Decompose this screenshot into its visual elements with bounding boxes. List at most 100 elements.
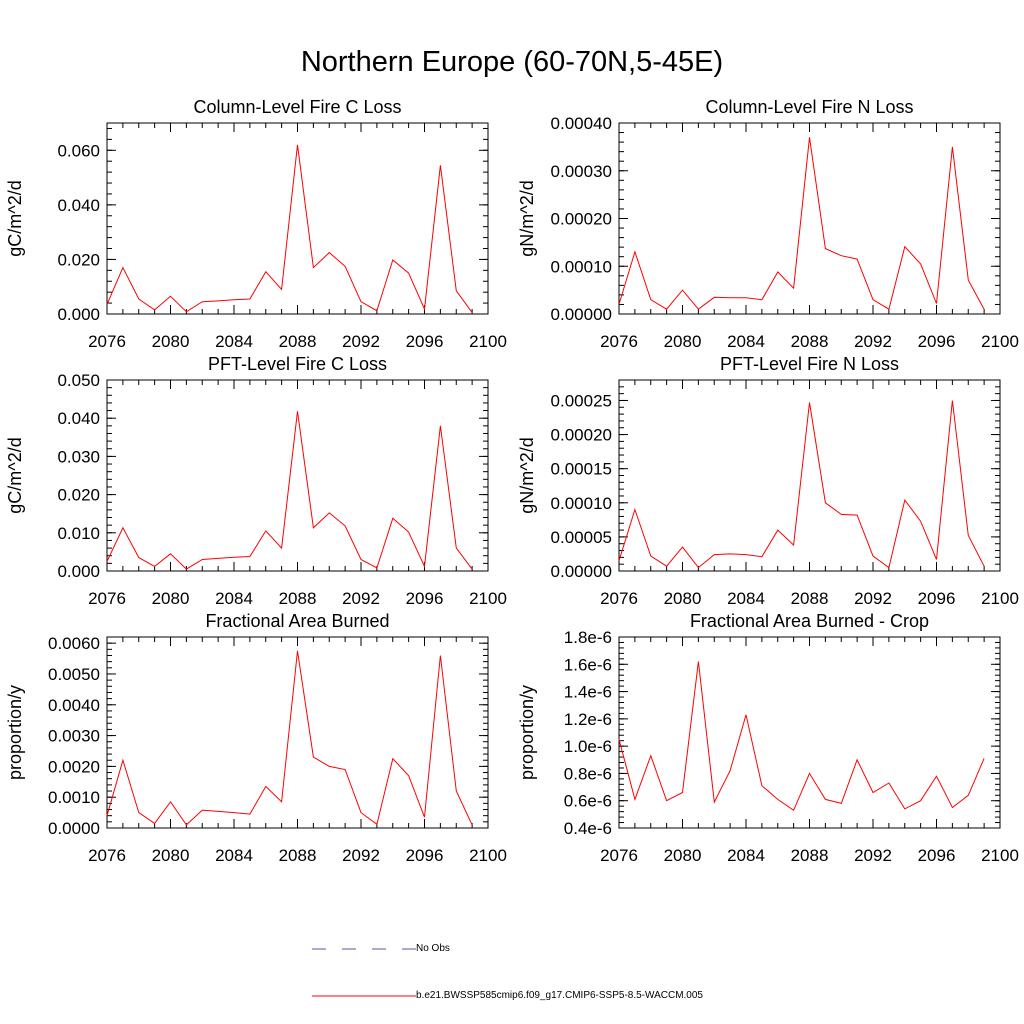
panel-2: Column-Level Fire N Loss gN/m^2/d 2076 2080…	[517, 97, 1019, 351]
plot-frame	[618, 379, 1001, 572]
y-tick-label: 1.0e-6	[564, 737, 612, 756]
x-tick-label: 2080	[664, 846, 702, 865]
legend-no-obs-line	[312, 948, 416, 950]
x-tick-label: 2088	[279, 332, 317, 351]
y-tick-label: 0.00030	[551, 162, 612, 181]
x-tick-label: 2080	[152, 589, 190, 608]
y-tick-label: 0.0030	[48, 727, 100, 746]
x-tick-label: 2084	[727, 589, 765, 608]
x-tick-label: 2076	[88, 589, 126, 608]
y-axis-label: gN/m^2/d	[517, 437, 537, 513]
x-tick-label: 2080	[664, 332, 702, 351]
x-tick-label: 2084	[727, 846, 765, 865]
y-tick-label: 1.2e-6	[564, 710, 612, 729]
x-tick-label: 2076	[88, 332, 126, 351]
y-axis-label: gN/m^2/d	[517, 180, 537, 256]
panel-title: Fractional Area Burned	[205, 611, 389, 631]
y-tick-label: 1.4e-6	[564, 683, 612, 702]
x-tick-label: 2092	[854, 846, 892, 865]
y-tick-label: 0.000	[57, 562, 100, 581]
x-tick-label: 2092	[854, 589, 892, 608]
panel-title: Column-Level Fire N Loss	[705, 97, 913, 117]
series-line	[106, 144, 473, 313]
y-tick-label: 1.6e-6	[564, 655, 612, 674]
y-tick-label: 0.4e-6	[564, 819, 612, 838]
x-tick-label: 2096	[406, 846, 444, 865]
x-tick-label: 2100	[981, 589, 1019, 608]
series-line	[106, 650, 473, 826]
y-tick-label: 0.030	[57, 447, 100, 466]
x-tick-label: 2080	[152, 332, 190, 351]
x-tick-label: 2096	[918, 332, 956, 351]
x-tick-label: 2100	[469, 846, 507, 865]
x-tick-label: 2076	[600, 332, 638, 351]
y-axis-label: proportion/y	[5, 685, 25, 780]
y-tick-label: 0.0060	[48, 634, 100, 653]
x-tick-label: 2096	[918, 589, 956, 608]
x-tick-label: 2092	[342, 846, 380, 865]
series-line	[618, 137, 985, 310]
x-tick-label: 2080	[664, 589, 702, 608]
plot-frame	[106, 379, 489, 572]
y-tick-label: 0.8e-6	[564, 764, 612, 783]
panel-4: PFT-Level Fire N Loss gN/m^2/d 2076 2080 208…	[517, 354, 1019, 608]
y-tick-label: 0.00010	[551, 494, 612, 513]
series-line	[618, 661, 985, 812]
x-tick-label: 2076	[88, 846, 126, 865]
legend-model-label: b.e21.BWSSP585cmip6.f09_g17.CMIP6-SSP5-8…	[416, 990, 703, 1001]
x-tick-label: 2080	[152, 846, 190, 865]
y-tick-label: 0.060	[57, 141, 100, 160]
y-tick-label: 0.0050	[48, 665, 100, 684]
plot-frame	[106, 122, 489, 315]
y-tick-label: 0.00025	[551, 391, 612, 410]
y-tick-label: 1.8e-6	[564, 628, 612, 647]
x-tick-label: 2100	[981, 846, 1019, 865]
x-tick-label: 2088	[279, 846, 317, 865]
y-tick-label: 0.040	[57, 196, 100, 215]
y-axis-label: gC/m^2/d	[5, 180, 25, 256]
x-tick-label: 2092	[342, 332, 380, 351]
x-tick-label: 2084	[215, 589, 253, 608]
y-tick-label: 0.6e-6	[564, 792, 612, 811]
x-tick-label: 2088	[791, 846, 829, 865]
panel-title: Column-Level Fire C Loss	[193, 97, 401, 117]
y-tick-label: 0.010	[57, 524, 100, 543]
y-tick-label: 0.020	[57, 486, 100, 505]
panel-1: Column-Level Fire C Loss gC/m^2/d 2076 2080…	[5, 97, 507, 351]
x-tick-label: 2100	[469, 589, 507, 608]
x-tick-label: 2084	[215, 332, 253, 351]
plot-frame	[106, 636, 489, 829]
x-tick-label: 2100	[981, 332, 1019, 351]
panel-title: PFT-Level Fire C Loss	[208, 354, 387, 374]
x-tick-label: 2096	[918, 846, 956, 865]
x-tick-label: 2096	[406, 589, 444, 608]
figure-title: Northern Europe (60-70N,5-45E)	[300, 46, 724, 78]
plot-frame	[618, 122, 1001, 315]
y-axis-label: gC/m^2/d	[5, 437, 25, 513]
legend-no-obs-label: No Obs	[416, 943, 450, 954]
series-line	[618, 400, 985, 569]
x-tick-label: 2088	[791, 332, 829, 351]
y-tick-label: 0.00015	[551, 460, 612, 479]
y-tick-label: 0.000	[57, 305, 100, 324]
y-tick-label: 0.00010	[551, 257, 612, 276]
panel-5: Fractional Area Burned proportion/y 2076 20…	[5, 611, 507, 865]
plot-frame	[618, 636, 1001, 829]
panel-3: PFT-Level Fire C Loss gC/m^2/d 2076 2080 208…	[5, 354, 507, 608]
y-tick-label: 0.0040	[48, 696, 100, 715]
panel-title: Fractional Area Burned - Crop	[690, 611, 929, 631]
y-axis-label: proportion/y	[517, 685, 537, 780]
x-tick-label: 2096	[406, 332, 444, 351]
y-tick-label: 0.00005	[551, 528, 612, 547]
y-tick-label: 0.00000	[551, 305, 612, 324]
x-tick-label: 2100	[469, 332, 507, 351]
x-tick-label: 2088	[791, 589, 829, 608]
panel-title: PFT-Level Fire N Loss	[720, 354, 899, 374]
x-tick-label: 2076	[600, 846, 638, 865]
y-tick-label: 0.040	[57, 409, 100, 428]
x-tick-label: 2092	[342, 589, 380, 608]
series-line	[106, 411, 473, 570]
legend-model-line	[312, 995, 416, 997]
y-tick-label: 0.020	[57, 250, 100, 269]
